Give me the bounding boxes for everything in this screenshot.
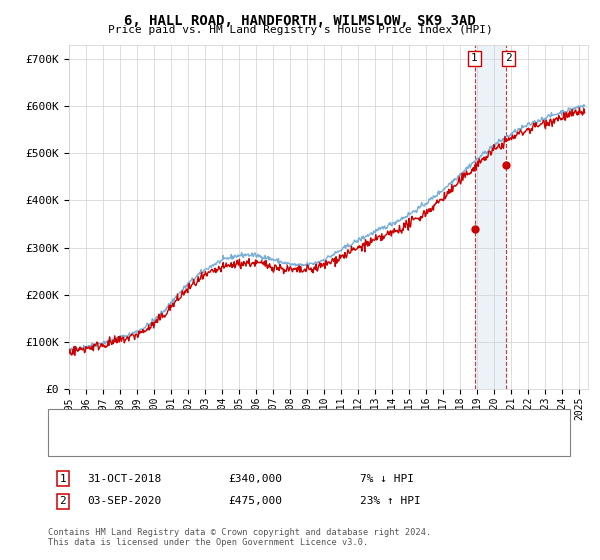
Text: 6, HALL ROAD, HANDFORTH, WILMSLOW, SK9 3AD: 6, HALL ROAD, HANDFORTH, WILMSLOW, SK9 3… [124,14,476,28]
Text: 31-OCT-2018: 31-OCT-2018 [87,474,161,484]
Text: 1: 1 [59,474,67,484]
Text: 23% ↑ HPI: 23% ↑ HPI [360,496,421,506]
Text: 7% ↓ HPI: 7% ↓ HPI [360,474,414,484]
Text: ——: —— [60,416,75,428]
Text: £475,000: £475,000 [228,496,282,506]
Text: 03-SEP-2020: 03-SEP-2020 [87,496,161,506]
Text: 2: 2 [505,53,512,63]
Text: HPI: Average price, detached house, Cheshire East: HPI: Average price, detached house, Ches… [93,441,399,451]
Text: Contains HM Land Registry data © Crown copyright and database right 2024.
This d: Contains HM Land Registry data © Crown c… [48,528,431,547]
Text: £340,000: £340,000 [228,474,282,484]
Text: 2: 2 [59,496,67,506]
Text: Price paid vs. HM Land Registry's House Price Index (HPI): Price paid vs. HM Land Registry's House … [107,25,493,35]
Text: 1: 1 [471,53,478,63]
Text: ——: —— [60,440,75,452]
Bar [475,45,506,389]
Text: 6, HALL ROAD, HANDFORTH, WILMSLOW, SK9 3AD (detached house): 6, HALL ROAD, HANDFORTH, WILMSLOW, SK9 3… [93,417,462,427]
